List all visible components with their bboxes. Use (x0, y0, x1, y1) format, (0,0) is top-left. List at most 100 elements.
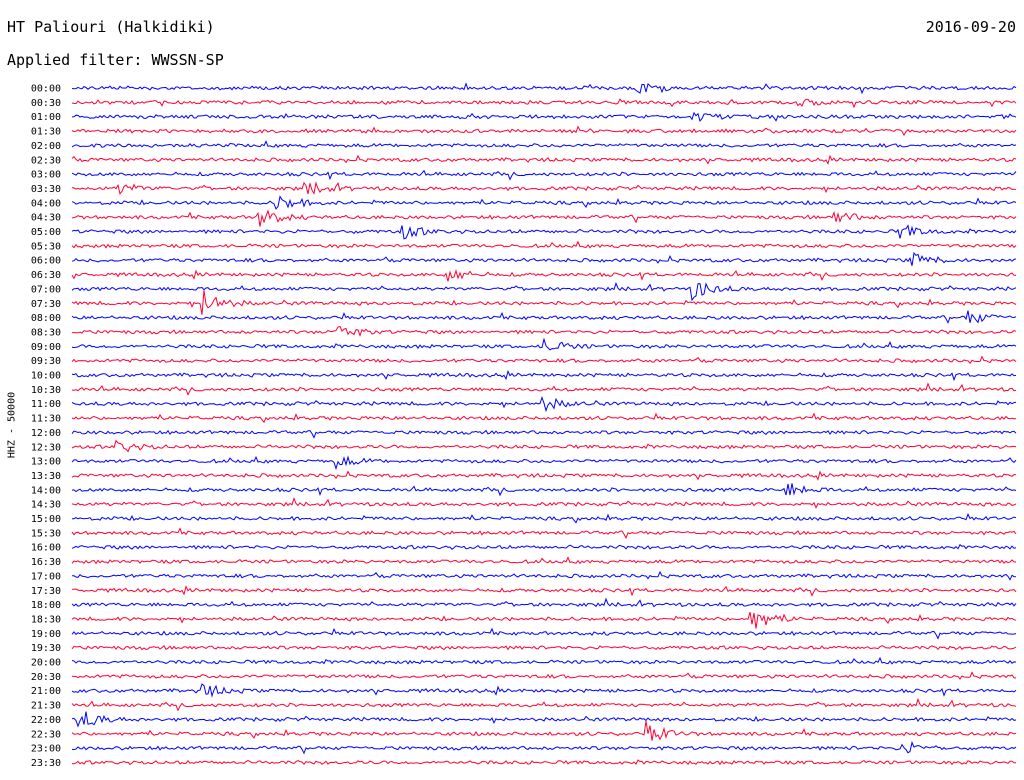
trace-1900 (71, 627, 1017, 640)
row-label-1730: 17:30 (31, 586, 61, 597)
row-label-2000: 20:00 (31, 658, 61, 669)
trace-1630 (71, 556, 1017, 565)
row-label-1130: 11:30 (31, 414, 61, 425)
row-label-1000: 10:00 (31, 371, 61, 382)
row-label-0130: 01:30 (31, 127, 61, 138)
trace-1000 (71, 369, 1017, 382)
trace-1530 (71, 527, 1017, 540)
station-title: HT Paliouri (Halkidiki) (7, 18, 215, 36)
trace-1200 (71, 429, 1017, 439)
row-label-1330: 13:30 (31, 471, 61, 482)
trace-1430 (71, 497, 1017, 509)
row-label-1100: 11:00 (31, 399, 61, 410)
trace-1030 (71, 382, 1017, 396)
trace-2130 (71, 697, 1017, 712)
row-label-0400: 04:00 (31, 198, 61, 209)
trace-0600 (71, 251, 1017, 266)
row-label-1900: 19:00 (31, 629, 61, 640)
trace-0100 (71, 111, 1017, 123)
row-label-1500: 15:00 (31, 514, 61, 525)
trace-1300 (71, 455, 1017, 471)
row-label-1400: 14:00 (31, 485, 61, 496)
trace-1800 (71, 597, 1017, 608)
row-label-2130: 21:30 (31, 701, 61, 712)
trace-0000 (71, 82, 1017, 95)
row-label-0200: 02:00 (31, 141, 61, 152)
row-label-1030: 10:30 (31, 385, 61, 396)
trace-2330 (72, 759, 1016, 766)
row-label-0900: 09:00 (31, 342, 61, 353)
row-label-2200: 22:00 (31, 715, 61, 726)
row-label-1800: 18:00 (31, 600, 61, 611)
row-label-1430: 14:30 (31, 500, 61, 511)
row-label-0100: 01:00 (31, 112, 61, 123)
trace-1130 (71, 412, 1016, 424)
trace-0230 (71, 154, 1017, 166)
trace-1500 (71, 513, 1017, 524)
trace-0800 (71, 310, 1017, 324)
row-label-2100: 21:00 (31, 686, 61, 697)
row-label-0300: 03:00 (31, 170, 61, 181)
trace-0830 (72, 325, 1017, 338)
trace-0730 (71, 290, 1017, 315)
trace-2200 (71, 711, 1017, 728)
trace-1400 (71, 483, 1017, 497)
row-label-1630: 16:30 (31, 557, 61, 568)
trace-0130 (71, 125, 1017, 137)
row-label-0830: 08:30 (31, 327, 61, 338)
trace-2030 (71, 671, 1017, 680)
row-label-1830: 18:30 (31, 614, 61, 625)
row-label-0730: 07:30 (31, 299, 61, 310)
trace-1930 (71, 645, 1017, 651)
trace-1330 (71, 470, 1017, 481)
trace-0200 (71, 140, 1017, 148)
trace-1730 (71, 585, 1017, 597)
trace-0700 (71, 281, 1017, 302)
trace-0400 (71, 195, 1017, 210)
row-label-0530: 05:30 (31, 241, 61, 252)
row-label-1300: 13:00 (31, 457, 61, 468)
row-label-0230: 02:30 (31, 155, 61, 166)
row-label-1930: 19:30 (31, 643, 61, 654)
row-label-1200: 12:00 (31, 428, 61, 439)
row-label-0430: 04:30 (31, 213, 61, 224)
trace-0300 (71, 169, 1017, 181)
row-label-1700: 17:00 (31, 571, 61, 582)
trace-2100 (71, 683, 1017, 698)
trace-2000 (71, 656, 1017, 665)
row-label-0500: 05:00 (31, 227, 61, 238)
row-label-0630: 06:30 (31, 270, 61, 281)
row-label-1600: 16:00 (31, 543, 61, 554)
trace-0330 (71, 181, 1017, 196)
row-label-2030: 20:30 (31, 672, 61, 683)
trace-1100 (71, 395, 1017, 413)
row-label-0600: 06:00 (31, 256, 61, 267)
trace-1700 (71, 570, 1017, 581)
trace-0030 (71, 98, 1017, 109)
trace-0530 (71, 240, 1017, 249)
recording-date: 2016-09-20 (925, 18, 1016, 36)
filter-label: Applied filter: WWSSN-SP (7, 51, 224, 69)
row-label-1530: 15:30 (31, 528, 61, 539)
row-label-0330: 03:30 (31, 184, 61, 195)
trace-0430 (71, 209, 1017, 227)
trace-2230 (71, 721, 1017, 741)
trace-2300 (71, 740, 1017, 755)
trace-1830 (71, 611, 1017, 629)
row-label-0930: 09:30 (31, 356, 61, 367)
trace-0900 (71, 337, 1017, 351)
trace-1600 (71, 544, 1017, 550)
row-label-2230: 22:30 (31, 729, 61, 740)
row-label-2300: 23:00 (31, 744, 61, 755)
row-label-0000: 00:00 (31, 84, 61, 95)
trace-0630 (71, 268, 1016, 282)
row-label-0030: 00:30 (31, 98, 61, 109)
trace-0930 (71, 355, 1017, 365)
trace-0500 (71, 224, 1017, 240)
row-label-1230: 12:30 (31, 442, 61, 453)
row-label-2330: 23:30 (31, 758, 61, 769)
row-label-0800: 08:00 (31, 313, 61, 324)
trace-1230 (71, 439, 1017, 453)
row-label-0700: 07:00 (31, 284, 61, 295)
